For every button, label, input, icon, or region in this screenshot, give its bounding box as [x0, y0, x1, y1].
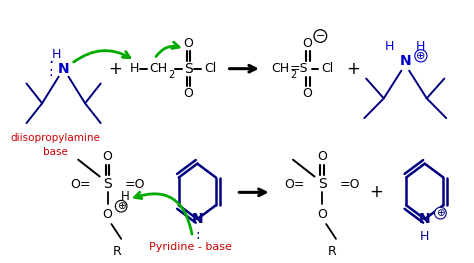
Text: H: H: [52, 48, 62, 61]
Text: ⊕: ⊕: [416, 51, 426, 61]
Text: 2: 2: [290, 70, 296, 80]
Text: H: H: [130, 62, 139, 75]
Text: −: −: [316, 31, 325, 41]
Text: :: :: [49, 65, 53, 79]
Text: +: +: [109, 60, 122, 78]
Text: +: +: [369, 183, 383, 201]
Text: S: S: [184, 62, 193, 76]
Text: O=: O=: [285, 178, 305, 191]
Text: Cl: Cl: [321, 62, 333, 75]
Text: ⊕: ⊕: [117, 201, 126, 211]
Text: diisopropylamine: diisopropylamine: [11, 133, 100, 143]
Text: CH: CH: [271, 62, 289, 75]
Text: 2: 2: [168, 70, 174, 80]
Text: CH: CH: [149, 62, 167, 75]
Text: +: +: [346, 60, 360, 78]
Text: O: O: [183, 87, 193, 100]
Text: =O: =O: [125, 178, 145, 191]
Text: Pyridine - base: Pyridine - base: [149, 242, 232, 252]
Text: H: H: [385, 41, 394, 53]
Text: O: O: [317, 150, 327, 163]
Text: H: H: [420, 230, 429, 243]
Text: R: R: [113, 245, 122, 258]
Text: H: H: [121, 190, 129, 203]
Text: N: N: [191, 212, 203, 226]
Text: Cl: Cl: [204, 62, 216, 75]
Text: ⊕: ⊕: [436, 208, 445, 218]
Text: N: N: [419, 212, 430, 226]
Text: O: O: [183, 37, 193, 50]
Text: :: :: [195, 228, 200, 242]
Text: base: base: [43, 147, 68, 157]
Text: O: O: [303, 37, 312, 50]
Text: O: O: [102, 208, 112, 221]
Text: N: N: [400, 54, 411, 68]
Text: =O: =O: [339, 178, 360, 191]
Text: N: N: [58, 62, 69, 76]
Text: O: O: [303, 87, 312, 100]
Text: R: R: [328, 245, 337, 258]
Text: O: O: [317, 208, 327, 221]
Text: .: .: [48, 49, 54, 67]
Text: S: S: [318, 178, 327, 191]
Text: =S: =S: [290, 62, 308, 75]
Text: S: S: [103, 178, 112, 191]
Text: O: O: [102, 150, 112, 163]
Text: H: H: [416, 41, 426, 53]
Text: O=: O=: [70, 178, 91, 191]
